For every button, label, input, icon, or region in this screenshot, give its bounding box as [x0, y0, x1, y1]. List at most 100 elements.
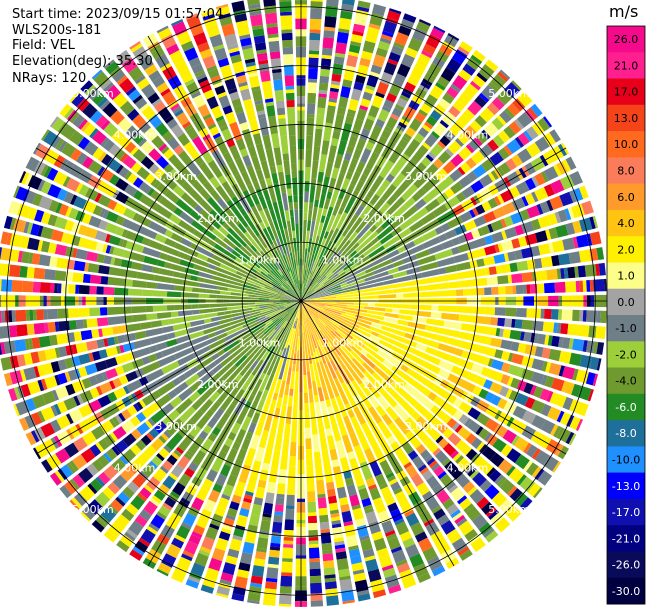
velocity-gate — [579, 217, 593, 232]
velocity-gate — [175, 398, 193, 415]
velocity-gate — [314, 295, 333, 300]
velocity-gate — [385, 116, 398, 130]
velocity-gate — [284, 75, 294, 87]
velocity-gate — [445, 148, 454, 157]
velocity-gate — [428, 151, 437, 160]
velocity-gate — [252, 28, 265, 37]
velocity-gate — [565, 156, 577, 171]
velocity-gate — [346, 183, 355, 196]
range-ring-label: 2.00km — [363, 212, 405, 225]
velocity-gate — [372, 3, 387, 17]
velocity-gate — [260, 250, 271, 264]
velocity-gate — [326, 191, 333, 200]
velocity-gate — [415, 343, 428, 352]
velocity-gate — [225, 111, 237, 125]
velocity-gate — [441, 114, 454, 126]
velocity-gate — [457, 495, 468, 505]
velocity-gate — [425, 440, 439, 454]
velocity-gate — [525, 177, 537, 191]
velocity-gate — [130, 416, 141, 427]
velocity-gate — [330, 319, 340, 327]
velocity-gate — [514, 249, 523, 260]
velocity-gate — [88, 399, 102, 413]
velocity-gate — [373, 281, 385, 287]
velocity-gate — [109, 522, 124, 536]
velocity-gate — [1, 310, 6, 323]
velocity-gate — [281, 444, 289, 456]
velocity-gate — [268, 556, 280, 565]
velocity-gate — [371, 322, 383, 329]
velocity-gate — [204, 116, 215, 127]
velocity-gate — [539, 388, 551, 401]
velocity-gate — [190, 319, 205, 327]
velocity-gate — [331, 520, 341, 525]
velocity-gate — [331, 423, 342, 442]
velocity-gate — [495, 517, 511, 533]
velocity-gate — [98, 328, 103, 338]
velocity-gate — [278, 476, 287, 484]
velocity-gate — [459, 41, 473, 53]
velocity-gate — [311, 341, 316, 353]
velocity-gate — [212, 254, 227, 265]
velocity-gate — [328, 273, 335, 280]
velocity-gate — [241, 307, 253, 312]
velocity-gate — [163, 148, 174, 160]
velocity-gate — [499, 499, 513, 513]
velocity-gate — [586, 340, 595, 354]
velocity-gate — [66, 462, 76, 474]
velocity-gate — [460, 162, 472, 174]
velocity-gate — [457, 91, 472, 107]
velocity-gate — [59, 258, 69, 269]
velocity-gate — [481, 501, 495, 515]
colorbar-swatch — [607, 551, 645, 579]
velocity-gate — [127, 407, 135, 416]
velocity-gate — [126, 529, 138, 539]
velocity-gate — [121, 362, 135, 373]
velocity-gate — [430, 312, 442, 319]
velocity-gate — [430, 143, 444, 157]
velocity-gate — [347, 247, 355, 255]
velocity-gate — [498, 459, 513, 474]
velocity-gate — [361, 441, 370, 451]
velocity-gate — [301, 308, 304, 319]
velocity-gate — [342, 318, 360, 328]
velocity-gate — [162, 502, 173, 511]
velocity-gate — [347, 109, 356, 115]
velocity-gate — [334, 52, 346, 58]
velocity-gate — [214, 328, 226, 336]
velocity-gate — [259, 221, 266, 230]
velocity-gate — [352, 242, 360, 250]
velocity-gate — [132, 94, 143, 104]
velocity-gate — [569, 352, 582, 367]
velocity-gate — [301, 301, 308, 303]
velocity-gate — [416, 416, 429, 429]
velocity-gate — [139, 471, 149, 480]
velocity-gate — [288, 305, 297, 314]
velocity-gate — [293, 195, 298, 203]
velocity-gate — [332, 386, 340, 398]
velocity-gate — [410, 207, 429, 223]
velocity-gate — [306, 292, 313, 297]
velocity-gate — [191, 309, 200, 315]
velocity-gate — [149, 498, 160, 507]
velocity-gate — [258, 429, 269, 449]
colorbar-unit: m/s — [609, 2, 639, 21]
velocity-gate — [310, 271, 321, 287]
velocity-gate — [48, 199, 59, 213]
velocity-gate — [323, 231, 329, 239]
velocity-gate — [190, 275, 198, 282]
velocity-gate — [291, 306, 297, 312]
velocity-gate — [296, 273, 300, 291]
velocity-gate — [201, 10, 214, 18]
velocity-gate — [307, 294, 318, 299]
velocity-gate — [294, 209, 299, 224]
velocity-gate — [458, 520, 474, 536]
velocity-gate — [274, 504, 284, 513]
velocity-gate — [250, 260, 261, 269]
velocity-gate — [206, 96, 219, 110]
velocity-gate — [245, 61, 256, 68]
velocity-gate — [386, 533, 397, 541]
velocity-gate — [178, 219, 196, 234]
velocity-gate — [353, 277, 361, 282]
velocity-gate — [330, 516, 341, 522]
